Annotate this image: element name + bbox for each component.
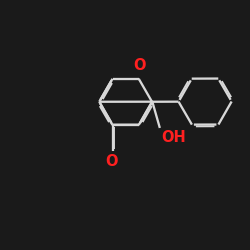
Text: O: O xyxy=(105,154,118,169)
Text: OH: OH xyxy=(161,130,186,146)
Text: O: O xyxy=(134,58,146,73)
